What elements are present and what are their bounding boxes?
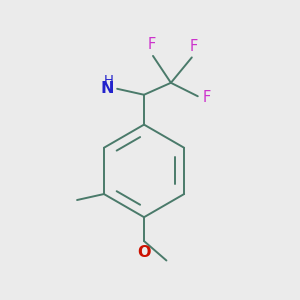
Text: O: O [137, 245, 151, 260]
Text: H: H [104, 74, 114, 87]
Text: N: N [100, 81, 114, 96]
Text: F: F [202, 90, 211, 105]
Text: F: F [189, 38, 197, 53]
Text: F: F [147, 37, 156, 52]
